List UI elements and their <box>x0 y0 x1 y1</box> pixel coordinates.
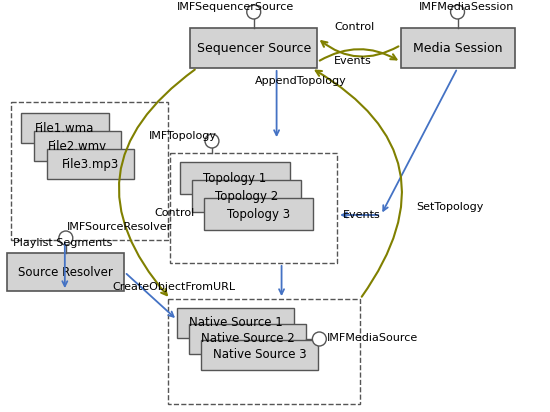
Bar <box>168 299 360 404</box>
Text: Source Resolver: Source Resolver <box>18 265 113 279</box>
Text: Topology 3: Topology 3 <box>227 208 290 220</box>
Text: IMFSourceResolver: IMFSourceResolver <box>67 222 172 232</box>
Text: AppendTopology: AppendTopology <box>255 76 346 86</box>
Text: IMFSequencerSource: IMFSequencerSource <box>177 2 294 12</box>
Text: Native Source 1: Native Source 1 <box>189 316 283 330</box>
Bar <box>170 153 337 263</box>
Text: Native Source 2: Native Source 2 <box>201 332 295 346</box>
Bar <box>34 131 122 161</box>
Text: IMFMediaSource: IMFMediaSource <box>327 333 419 343</box>
Circle shape <box>205 134 219 148</box>
Bar <box>177 308 294 338</box>
Text: Control: Control <box>155 208 195 218</box>
Text: IMFMediaSession: IMFMediaSession <box>419 2 514 12</box>
Text: Sequencer Source: Sequencer Source <box>196 42 311 54</box>
Bar <box>180 162 289 194</box>
Text: File3.mp3: File3.mp3 <box>62 157 119 171</box>
Bar <box>7 253 124 291</box>
Circle shape <box>59 231 73 245</box>
Text: SetTopology: SetTopology <box>416 202 483 212</box>
Bar <box>201 340 318 370</box>
Bar <box>190 28 317 68</box>
Text: Events: Events <box>334 56 372 66</box>
Bar <box>189 324 306 354</box>
Text: IMFTopology: IMFTopology <box>150 131 217 141</box>
Text: File1.wma: File1.wma <box>35 122 95 134</box>
Text: Playlist Segments: Playlist Segments <box>13 238 113 248</box>
Bar <box>204 198 314 230</box>
Bar <box>11 102 168 240</box>
Bar <box>401 28 515 68</box>
Circle shape <box>450 5 465 19</box>
Bar <box>47 149 134 179</box>
Text: Native Source 3: Native Source 3 <box>213 349 306 361</box>
Text: Media Session: Media Session <box>413 42 503 54</box>
Text: CreateObjectFromURL: CreateObjectFromURL <box>113 282 236 292</box>
Text: Events: Events <box>343 210 381 220</box>
Text: Control: Control <box>334 22 375 32</box>
Bar <box>192 180 301 212</box>
Circle shape <box>312 332 326 346</box>
Text: File2.wmv: File2.wmv <box>48 140 107 152</box>
Bar <box>21 113 108 143</box>
Text: Topology 1: Topology 1 <box>203 171 266 185</box>
Circle shape <box>247 5 261 19</box>
Text: Topology 2: Topology 2 <box>215 190 278 203</box>
